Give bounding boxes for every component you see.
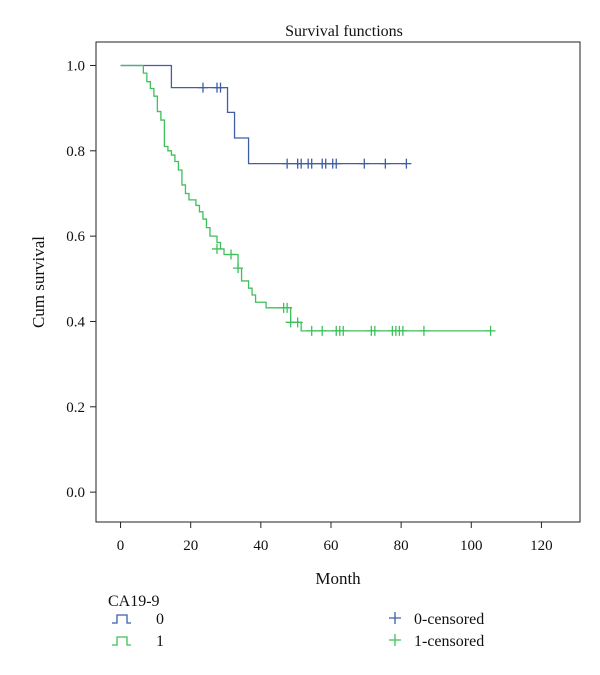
censor-marker-1	[317, 325, 328, 336]
y-tick-label: 0.2	[66, 400, 85, 416]
censor-marker-0	[282, 158, 293, 169]
chart-title: Survival functions	[285, 23, 403, 40]
y-tick-label: 0.8	[66, 144, 85, 160]
x-tick-label: 20	[183, 538, 198, 554]
censor-marker-0	[380, 158, 391, 169]
x-axis-title: Month	[315, 569, 361, 588]
x-tick-label: 100	[460, 538, 483, 554]
series-layer	[120, 64, 496, 336]
censor-marker-0	[359, 158, 370, 169]
survival-curve-0	[120, 64, 407, 165]
legend: CA19-9 0 1 0-censored 1-censored	[108, 593, 484, 650]
censor-marker-1	[397, 325, 408, 336]
x-tick-label: 40	[253, 538, 268, 554]
censor-marker-1	[292, 317, 303, 328]
legend-censor-marker-0	[389, 612, 401, 624]
x-tick-label: 0	[117, 538, 125, 554]
censor-marker-1	[338, 325, 349, 336]
censor-marker-0	[197, 82, 208, 93]
y-axis-title: Cum survival	[29, 236, 48, 328]
y-tick-label: 0.6	[66, 229, 85, 245]
legend-line-1	[112, 636, 131, 646]
x-tick-label: 60	[323, 538, 338, 554]
legend-censored-label-0: 0-censored	[414, 611, 484, 628]
survival-curve-1	[120, 64, 491, 332]
series-0-group	[120, 64, 412, 169]
legend-line-0	[112, 614, 131, 624]
censor-marker-0	[306, 158, 317, 169]
legend-label-1: 1	[156, 633, 164, 650]
censor-marker-1	[226, 249, 237, 260]
legend-label-0: 0	[156, 611, 164, 628]
censor-marker-0	[331, 158, 342, 169]
censor-marker-0	[215, 82, 226, 93]
x-tick-label: 80	[394, 538, 409, 554]
x-axis-ticks: 0 20 40 60 80 100 120	[117, 522, 553, 554]
y-tick-label: 1.0	[66, 58, 85, 74]
legend-censored-label-1: 1-censored	[414, 633, 484, 650]
series-1-group	[120, 64, 496, 336]
plot-frame	[95, 41, 581, 523]
censor-marker-1	[418, 325, 429, 336]
censor-marker-1	[306, 325, 317, 336]
censor-marker-1	[282, 302, 293, 313]
y-tick-label: 0.4	[66, 314, 85, 330]
y-axis-ticks: 0.0 0.2 0.4 0.6 0.8 1.0	[66, 58, 96, 501]
legend-title: CA19-9	[108, 593, 160, 610]
censor-marker-1	[485, 325, 496, 336]
censor-marker-1	[233, 263, 244, 274]
censor-marker-1	[369, 325, 380, 336]
y-tick-label: 0.0	[66, 485, 85, 501]
censor-marker-1	[212, 243, 222, 254]
x-tick-label: 120	[530, 538, 553, 554]
censor-marker-0	[401, 158, 412, 169]
legend-censor-marker-1	[389, 634, 401, 646]
